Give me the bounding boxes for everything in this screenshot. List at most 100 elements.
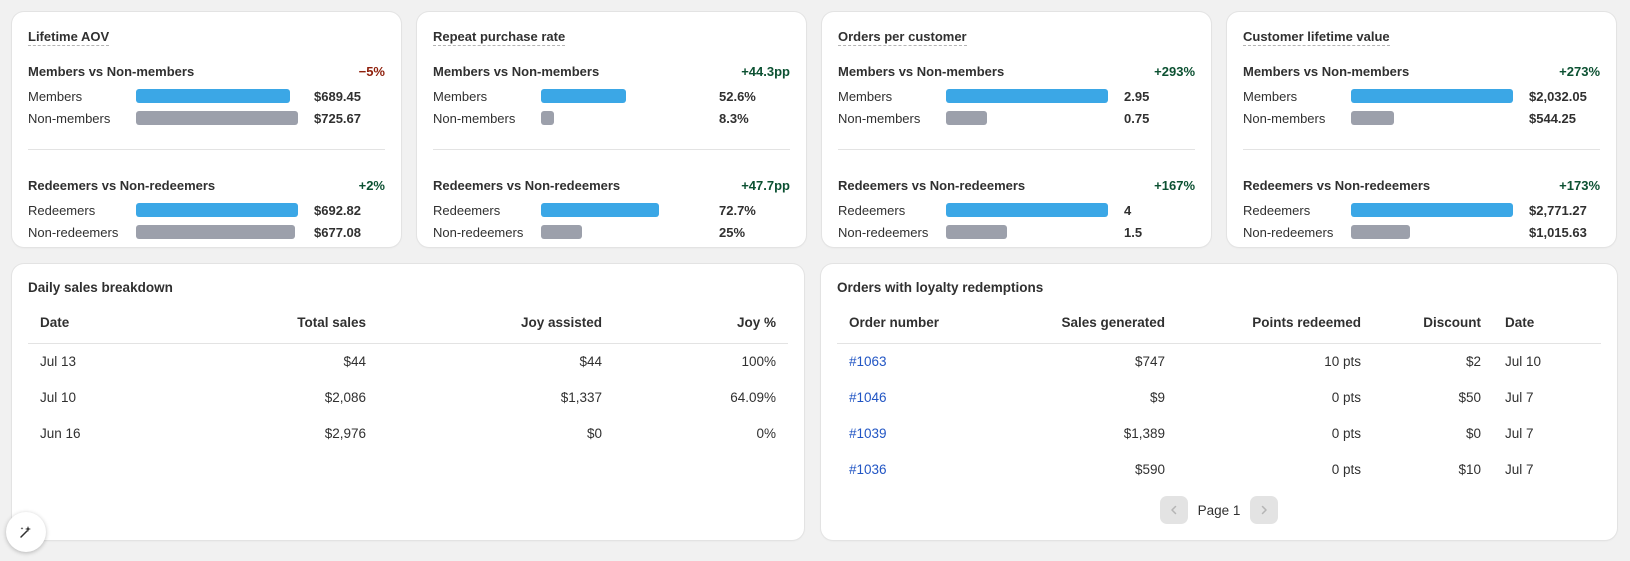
daily-sales-title: Daily sales breakdown: [28, 280, 173, 295]
order-link[interactable]: #1036: [849, 461, 887, 477]
section-divider: [28, 149, 385, 150]
bar-fill-secondary: [136, 111, 298, 125]
order-link[interactable]: #1063: [849, 353, 887, 369]
metric-title[interactable]: Lifetime AOV: [28, 29, 110, 46]
cell-points-redeemed: 10 pts: [1324, 353, 1361, 369]
section-heading: Redeemers vs Non-redeemers: [1243, 177, 1431, 193]
bar-row: Non-members 8.3%: [433, 107, 790, 129]
bar-row: Non-redeemers 25%: [433, 221, 790, 243]
column-header-joy-percent[interactable]: Joy %: [614, 315, 788, 344]
bar-track: [1351, 89, 1521, 103]
bar-fill-secondary: [946, 111, 988, 125]
metric-card-orders-per-customer: Orders per customer Members vs Non-member…: [822, 12, 1211, 247]
delta-badge: +173%: [1559, 177, 1600, 193]
column-header-date[interactable]: Date: [1493, 315, 1601, 344]
bar-value: $544.25: [1529, 110, 1576, 126]
cell-date: Jul 10: [40, 389, 77, 405]
bar-row: Members 52.6%: [433, 85, 790, 107]
comparison-section: Redeemers vs Non-redeemers +167% Redeemers…: [838, 177, 1195, 243]
table-row: #1046 $9 0 pts $50 Jul 7: [837, 379, 1601, 415]
daily-sales-card: Daily sales breakdown Date Total sales J…: [12, 264, 804, 540]
magic-assistant-button[interactable]: [6, 512, 46, 552]
bar-value: 2.95: [1124, 88, 1150, 104]
bar-label: Members: [28, 88, 83, 104]
cell-sales-generated: $1,389: [1123, 425, 1165, 441]
cell-date: Jul 13: [40, 353, 77, 369]
cell-joy-percent: 64.09%: [730, 389, 776, 405]
cell-order-number: #1046: [837, 379, 977, 415]
section-heading: Redeemers vs Non-redeemers: [433, 177, 621, 193]
delta-badge: −5%: [358, 63, 385, 79]
cell-points-redeemed: 0 pts: [1331, 425, 1361, 441]
bar-fill-primary: [136, 89, 290, 103]
bar-fill-secondary: [1351, 225, 1411, 239]
bar-row: Redeemers $2,771.27: [1243, 199, 1600, 221]
cell-discount: $0: [1465, 425, 1481, 441]
next-page-button[interactable]: [1250, 496, 1279, 524]
cell-order-number: #1039: [837, 415, 977, 451]
bar-fill-secondary: [136, 225, 295, 239]
bar-fill-secondary: [541, 111, 555, 125]
order-link[interactable]: #1046: [849, 389, 887, 405]
section-divider: [433, 149, 790, 150]
bar-value: 52.6%: [719, 88, 756, 104]
bar-track: [541, 225, 711, 239]
bar-label: Redeemers: [838, 202, 906, 218]
cell-joy-percent: 0%: [756, 425, 776, 441]
daily-sales-table: Date Total sales Joy assisted Joy % Jul …: [28, 315, 788, 451]
metric-title[interactable]: Customer lifetime value: [1243, 29, 1390, 46]
bar-label: Members: [838, 88, 893, 104]
bar-track: [541, 89, 711, 103]
cell-date: Jul 7: [1505, 389, 1534, 405]
bar-value: 4: [1124, 202, 1132, 218]
bar-row: Non-members $725.67: [28, 107, 385, 129]
cell-joy-assisted: $1,337: [560, 389, 602, 405]
column-header-joy-assisted[interactable]: Joy assisted: [378, 315, 614, 344]
bar-fill-primary: [1351, 203, 1513, 217]
bar-fill-secondary: [946, 225, 1007, 239]
comparison-section: Members vs Non-members +44.3pp Members 52.6…: [433, 63, 790, 129]
bar-row: Non-redeemers 1.5: [838, 221, 1195, 243]
column-header-discount[interactable]: Discount: [1373, 315, 1493, 344]
column-header-total-sales[interactable]: Total sales: [198, 315, 378, 344]
bar-value: 8.3%: [719, 110, 749, 126]
bar-row: Non-members $544.25: [1243, 107, 1600, 129]
table-header-row: Date Total sales Joy assisted Joy %: [28, 315, 788, 344]
cell-discount: $2: [1465, 353, 1481, 369]
bar-label: Redeemers: [1243, 202, 1311, 218]
bar-value: 25%: [719, 224, 746, 240]
metric-title[interactable]: Repeat purchase rate: [433, 29, 566, 46]
cell-order-number: #1063: [837, 343, 977, 379]
bar-fill-primary: [946, 89, 1108, 103]
bar-track: [946, 203, 1116, 217]
cell-sales-generated: $590: [1134, 461, 1165, 477]
bar-row: Members $2,032.05: [1243, 85, 1600, 107]
section-header: Redeemers vs Non-redeemers +2%: [28, 177, 385, 193]
bar-label: Redeemers: [28, 202, 96, 218]
bar-value: 72.7%: [719, 202, 756, 218]
column-header-date[interactable]: Date: [28, 315, 198, 344]
cell-joy-assisted: $0: [586, 425, 602, 441]
section-heading: Redeemers vs Non-redeemers: [838, 177, 1026, 193]
bar-label: Members: [433, 88, 488, 104]
column-header-points-redeemed[interactable]: Points redeemed: [1177, 315, 1373, 344]
section-heading: Members vs Non-members: [838, 63, 1005, 79]
cell-date: Jul 10: [1505, 353, 1542, 369]
metric-card-lifetime-aov: Lifetime AOV Members vs Non-members −5% Mem…: [12, 12, 401, 247]
previous-page-button[interactable]: [1159, 496, 1188, 524]
cell-date: Jul 7: [1505, 461, 1534, 477]
column-header-order-number[interactable]: Order number: [837, 315, 977, 344]
order-link[interactable]: #1039: [849, 425, 887, 441]
bar-value: 0.75: [1124, 110, 1150, 126]
section-header: Members vs Non-members +293%: [838, 63, 1195, 79]
column-header-sales-generated[interactable]: Sales generated: [977, 315, 1177, 344]
bar-fill-primary: [1351, 89, 1513, 103]
metric-title[interactable]: Orders per customer: [838, 29, 967, 46]
bar-fill-primary: [541, 203, 659, 217]
comparison-section: Redeemers vs Non-redeemers +47.7pp Redeeme…: [433, 177, 790, 243]
comparison-section: Members vs Non-members +273% Members $2,032…: [1243, 63, 1600, 129]
section-heading: Members vs Non-members: [433, 63, 600, 79]
cell-date: Jul 7: [1505, 425, 1534, 441]
bar-value: $689.45: [314, 88, 361, 104]
bar-row: Redeemers 72.7%: [433, 199, 790, 221]
